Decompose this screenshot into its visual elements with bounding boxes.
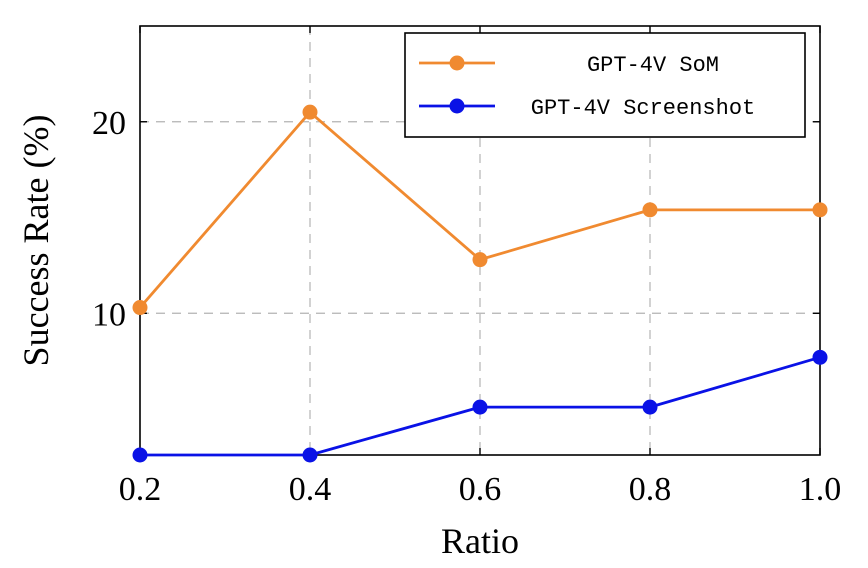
data-point <box>302 104 318 120</box>
legend-item: GPT-4V SoM <box>419 53 719 78</box>
data-point <box>642 399 658 415</box>
legend-item: GPT-4V Screenshot <box>419 96 755 121</box>
y-axis: 10 20 <box>92 105 820 333</box>
series-2 <box>132 349 828 463</box>
x-tick-label: 1.0 <box>799 471 842 508</box>
legend: GPT-4V SoM GPT-4V Screenshot <box>404 32 806 138</box>
x-tick-label: 0.8 <box>629 471 672 508</box>
data-point <box>302 447 318 463</box>
data-point <box>472 399 488 415</box>
x-tick-label: 0.2 <box>119 471 162 508</box>
legend-box <box>404 32 806 138</box>
x-tick-label: 0.4 <box>289 471 332 508</box>
legend-label: GPT-4V SoM <box>587 53 719 78</box>
data-point <box>132 300 148 316</box>
x-tick-label: 0.6 <box>459 471 502 508</box>
series-1 <box>132 104 828 316</box>
x-axis: 0.2 0.4 0.6 0.8 1.0 <box>119 26 842 508</box>
data-point <box>472 252 488 268</box>
data-point <box>812 202 828 218</box>
legend-label: GPT-4V Screenshot <box>531 96 755 121</box>
data-point <box>132 447 148 463</box>
data-point <box>812 349 828 365</box>
y-tick-label: 10 <box>92 296 126 333</box>
x-axis-label: Ratio <box>441 521 519 561</box>
y-tick-label: 20 <box>92 105 126 142</box>
series-layer <box>132 104 828 463</box>
y-axis-label: Success Rate (%) <box>16 115 56 367</box>
legend-marker <box>449 98 465 114</box>
data-point <box>642 202 658 218</box>
legend-marker <box>449 55 465 71</box>
